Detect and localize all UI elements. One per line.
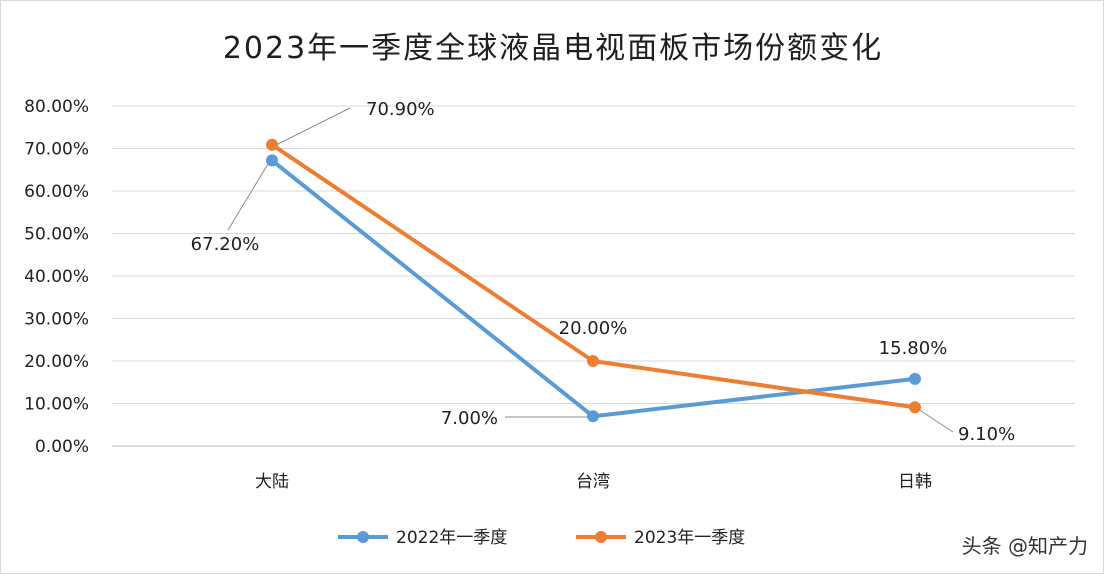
watermark-text: 头条 @知产力	[962, 534, 1088, 558]
data-label: 67.20%	[191, 234, 260, 255]
x-tick-label: 大陆	[255, 472, 289, 492]
legend-swatch-marker	[357, 531, 369, 543]
series-lines	[266, 138, 921, 423]
y-tick-label: 0.00%	[35, 437, 89, 457]
data-point	[266, 154, 278, 167]
legend: 2022年一季度 2023年一季度	[338, 528, 745, 548]
legend-label: 2023年一季度	[634, 528, 745, 548]
x-axis-ticks: 大陆 台湾 日韩	[255, 472, 932, 492]
x-tick-label: 日韩	[898, 472, 932, 492]
leader-line	[917, 408, 954, 433]
data-point	[587, 355, 599, 367]
y-tick-label: 30.00%	[24, 310, 89, 330]
data-label: 70.90%	[366, 99, 435, 120]
data-label: 20.00%	[559, 318, 628, 339]
label-leader-lines	[227, 107, 954, 433]
chart-title: 2023年一季度全球液晶电视面板市场份额变化	[223, 31, 883, 66]
data-label: 7.00%	[441, 408, 498, 429]
y-tick-label: 40.00%	[24, 267, 89, 287]
leader-line	[227, 163, 269, 231]
data-labels: 67.20% 7.00% 15.80% 70.90% 20.00% 9.10%	[191, 99, 1016, 445]
legend-label: 2022年一季度	[396, 528, 507, 548]
legend-swatch-marker	[595, 531, 607, 543]
gridlines	[112, 105, 1075, 447]
y-tick-label: 70.00%	[24, 140, 89, 160]
data-point	[909, 401, 921, 414]
series-line	[270, 158, 916, 419]
data-point	[909, 372, 921, 385]
y-tick-label: 10.00%	[24, 395, 89, 415]
y-tick-label: 80.00%	[24, 97, 89, 117]
data-label: 15.80%	[879, 338, 948, 359]
data-point	[266, 138, 278, 151]
y-tick-label: 60.00%	[24, 182, 89, 202]
y-tick-label: 20.00%	[24, 352, 89, 372]
data-point	[587, 410, 599, 423]
leader-line	[275, 107, 351, 146]
y-tick-label: 50.00%	[24, 225, 89, 245]
y-axis-ticks: 0.00% 10.00% 20.00% 30.00% 40.00% 50.00% 60.00…	[24, 97, 89, 457]
x-tick-label: 台湾	[576, 472, 610, 492]
data-label: 9.10%	[958, 424, 1015, 445]
